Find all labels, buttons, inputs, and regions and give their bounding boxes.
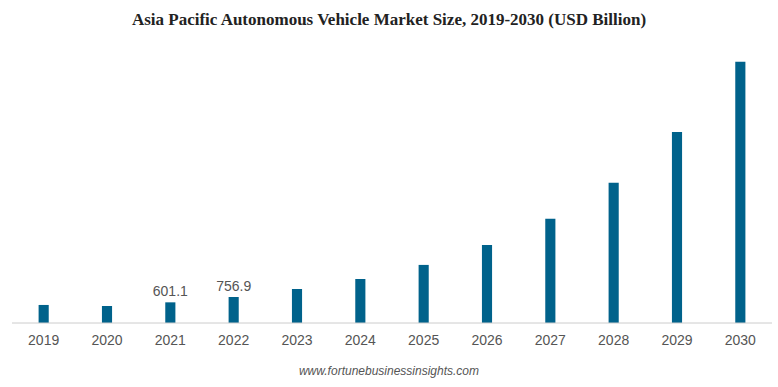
- svg-text:2019: 2019: [28, 332, 59, 348]
- svg-text:2023: 2023: [281, 332, 312, 348]
- svg-text:2022: 2022: [218, 332, 249, 348]
- svg-text:2021: 2021: [155, 332, 186, 348]
- svg-text:2024: 2024: [345, 332, 376, 348]
- svg-text:601.1: 601.1: [153, 283, 188, 299]
- html-text:www.fortunebusinessinsights.co: www.fortunebusinessinsights.com: [299, 364, 479, 378]
- svg-text:2028: 2028: [598, 332, 629, 348]
- svg-text:2027: 2027: [535, 332, 566, 348]
- svg-text:2020: 2020: [91, 332, 122, 348]
- svg-text:2026: 2026: [471, 332, 502, 348]
- svg-text:756.9: 756.9: [216, 278, 251, 294]
- html-text:Asia Pacific Autonomous Vehicl: Asia Pacific Autonomous Vehicle Market S…: [131, 10, 647, 29]
- svg-text:2030: 2030: [725, 332, 756, 348]
- svg-text:2029: 2029: [661, 332, 692, 348]
- svg-text:2025: 2025: [408, 332, 439, 348]
